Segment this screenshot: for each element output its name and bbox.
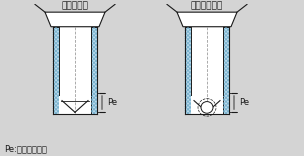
Polygon shape — [45, 12, 105, 27]
Text: 三つ穴タイプ: 三つ穴タイプ — [191, 1, 223, 10]
Bar — [223, 27, 229, 114]
Text: 割満タイプ: 割満タイプ — [62, 1, 88, 10]
Text: Pe: Pe — [239, 98, 249, 107]
Bar — [59, 27, 91, 95]
Bar — [191, 27, 223, 95]
Bar — [53, 27, 59, 114]
Polygon shape — [177, 12, 237, 27]
Bar — [191, 93, 223, 114]
Text: Pe: Pe — [107, 98, 117, 107]
Bar — [185, 27, 191, 114]
Bar — [61, 93, 89, 108]
Text: Pe:外ねじピッチ: Pe:外ねじピッチ — [4, 144, 47, 153]
Bar — [59, 93, 91, 114]
Bar — [91, 27, 97, 114]
Circle shape — [201, 102, 213, 113]
